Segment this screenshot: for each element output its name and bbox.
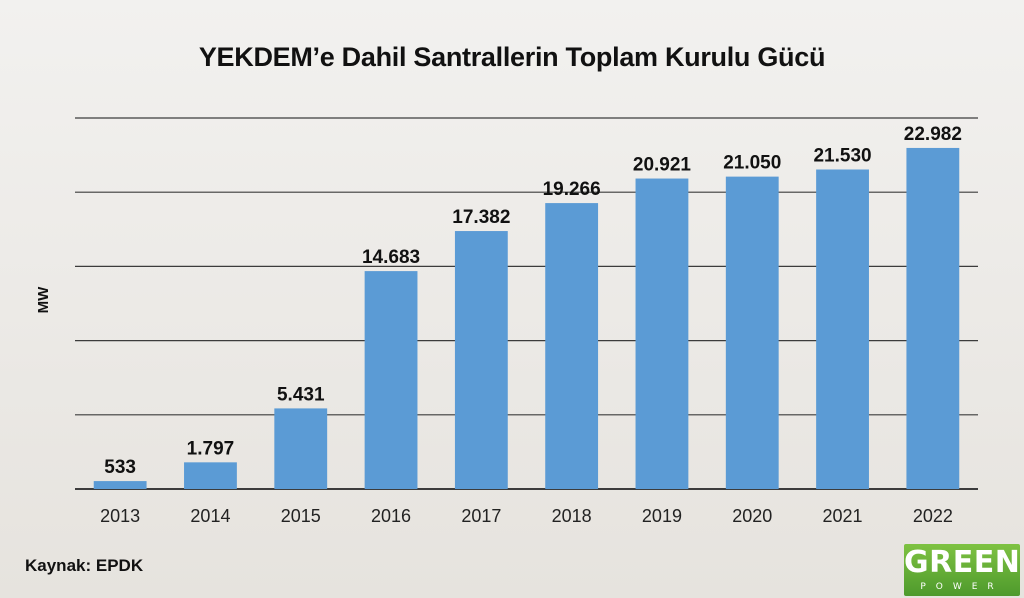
bar-2013 (93, 481, 147, 489)
x-tick-label-2022: 2022 (913, 506, 953, 526)
value-label-2022: 22.982 (904, 124, 962, 145)
x-tick-label-2017: 2017 (461, 506, 501, 526)
value-label-2019: 20.921 (633, 155, 692, 176)
value-label-2016: 14.683 (362, 247, 420, 268)
bar-2017 (454, 231, 508, 489)
logo-subword: POWER (920, 582, 1004, 592)
bars (93, 147, 960, 490)
value-label-2017: 17.382 (452, 207, 510, 228)
x-tick-label-2014: 2014 (190, 506, 230, 526)
x-tick-label-2013: 2013 (100, 506, 140, 526)
bar-2022 (906, 147, 960, 489)
x-tick-label-2019: 2019 (642, 506, 682, 526)
bar-2019 (635, 178, 689, 490)
chart-title: YEKDEM’e Dahil Santrallerin Toplam Kurul… (198, 42, 826, 72)
green-power-logo: GREEN POWER (904, 544, 1020, 596)
x-tick-label-2020: 2020 (732, 506, 772, 526)
x-tick-label-2016: 2016 (371, 506, 411, 526)
x-tick-label-2021: 2021 (823, 506, 863, 526)
bar-2020 (725, 176, 779, 490)
x-tick-label-2015: 2015 (281, 506, 321, 526)
x-tick-labels: 2013 2014 2015 2016 2017 2018 2019 2020 2021 2022 (100, 506, 953, 526)
value-label-2013: 533 (104, 457, 136, 478)
value-labels: 533 1.797 5.431 14.683 17.382 19.266 20.921 21.… (104, 124, 962, 478)
x-tick-label-2018: 2018 (552, 506, 592, 526)
logo-word: GREEN (904, 545, 1020, 580)
value-label-2015: 5.431 (277, 384, 325, 405)
bar-2021 (816, 169, 869, 489)
value-label-2020: 21.050 (723, 153, 781, 174)
bar-2014 (184, 462, 237, 489)
value-label-2014: 1.797 (187, 438, 235, 459)
value-label-2021: 21.530 (813, 145, 871, 166)
y-axis-label: MW (35, 286, 52, 313)
bar-2018 (545, 203, 599, 489)
value-label-2018: 19.266 (543, 179, 601, 200)
bar-2016 (364, 271, 418, 489)
bar-2015 (274, 408, 328, 489)
source-note: Kaynak: EPDK (25, 556, 144, 575)
